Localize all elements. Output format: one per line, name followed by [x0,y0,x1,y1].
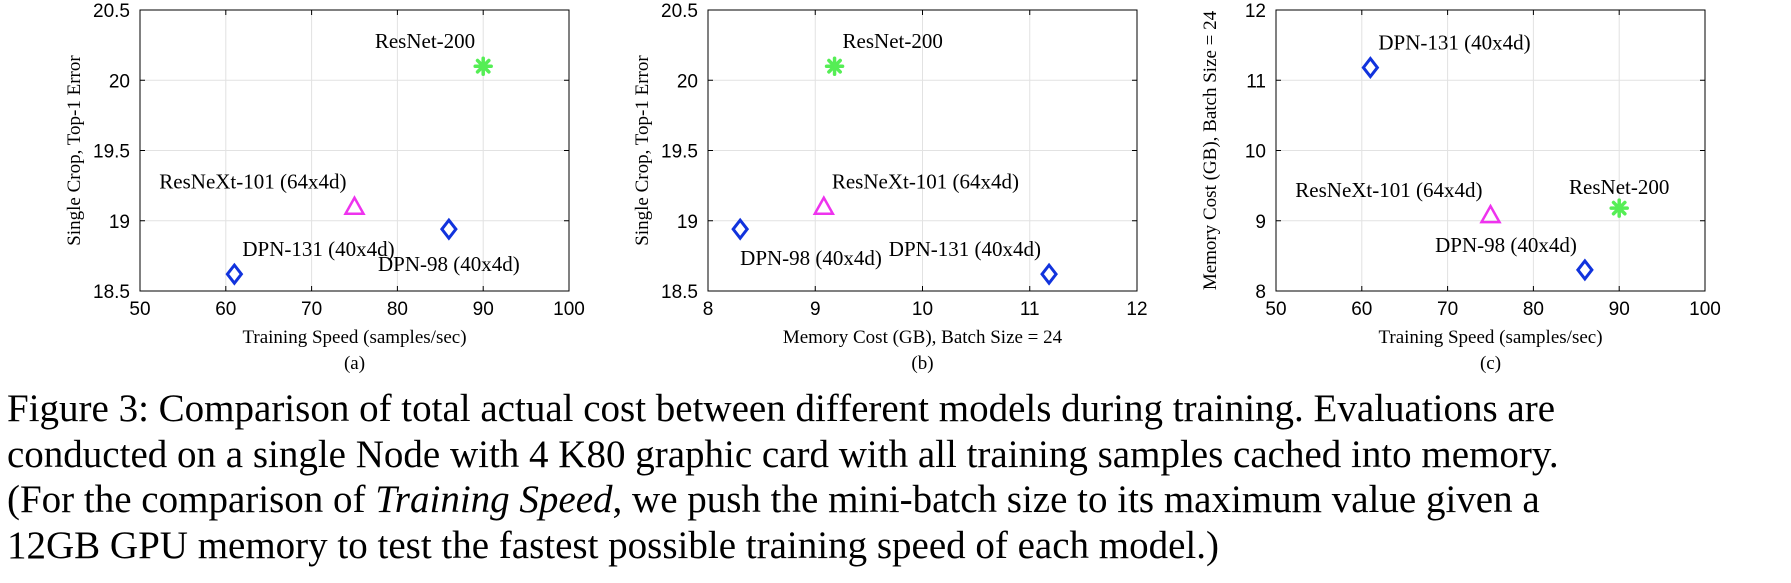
point-dpn-98-40x4d [1575,258,1594,282]
figure-caption: Figure 3: Comparison of total actual cos… [7,386,1791,568]
y-tick-label: 19 [109,212,130,233]
chart-1: 50 60 70 80 90 100 18.5 19 19.5 20 20.5 Training Sp… [64,1,585,374]
point-resnext-101-64x4d [343,195,366,215]
x-tick-label: 12 [1126,299,1147,320]
x-tick-label: 90 [473,299,494,320]
point-label-resnet-200: ResNet-200 [843,29,943,53]
caption-emphasis: Training Speed [375,478,613,521]
caption-line-3: (For the comparison of Training Speed, w… [7,477,1791,523]
caption-line-4: 12GB GPU memory to test the fastest poss… [7,523,1220,567]
point-label-dpn-98-40x4d: DPN-98 (40x4d) [1435,233,1577,257]
x-tick-label: 60 [1351,299,1372,320]
y-tick-label: 18.5 [661,282,698,303]
point-dpn-98-40x4d [731,217,750,241]
y-tick-label: 19.5 [661,142,698,163]
point-dpn-131-40x4d [1361,56,1380,80]
caption-line-1: Figure 3: Comparison of total actual cos… [7,387,1556,430]
x-tick-label: 8 [703,299,714,320]
x-axis-label: Memory Cost (GB), Batch Size = 24 [783,327,1063,348]
point-label-resnet-200: ResNet-200 [375,29,475,53]
y-axis-label: Single Crop, Top-1 Error [64,55,85,246]
x-tick-label: 9 [810,299,821,320]
y-tick-label: 20.5 [93,1,130,22]
point-dpn-131-40x4d [1040,262,1058,286]
x-tick-label: 90 [1609,299,1630,320]
y-tick-label: 20.5 [661,1,698,22]
x-tick-label: 80 [387,299,408,320]
y-axis-label: Memory Cost (GB), Batch Size = 24 [1200,10,1221,290]
subfigure-label: (a) [344,353,365,374]
y-tick-label: 8 [1255,282,1266,303]
subfigure-label: (c) [1480,353,1501,374]
point-label-dpn-131-40x4d: DPN-131 (40x4d) [242,237,394,261]
y-tick-label: 19 [677,212,698,233]
x-axis-label: Training Speed (samples/sec) [1378,327,1602,348]
y-tick-label: 20 [677,71,698,92]
y-tick-label: 10 [1245,142,1266,163]
x-tick-label: 100 [1689,299,1721,320]
chart-3: 50 60 70 80 90 100 8 9 10 11 12 Training Speed (sam… [1200,1,1721,374]
star-center [479,62,487,70]
point-label-dpn-131-40x4d: DPN-131 (40x4d) [1378,31,1530,55]
point-label-resnet-200: ResNet-200 [1569,175,1669,199]
subfigure-label: (b) [911,353,933,374]
y-tick-label: 20 [109,71,130,92]
x-tick-label: 50 [1265,299,1286,320]
caption-line-3-end: , we push the mini-batch size to its max… [612,478,1540,521]
point-resnet-200 [473,56,493,76]
star-center [1615,204,1623,212]
point-label-dpn-98-40x4d: DPN-98 (40x4d) [378,252,520,276]
star-center [831,62,839,70]
point-label-resnext-101-64x4d: ResNeXt-101 (64x4d) [832,170,1019,194]
y-tick-label: 19.5 [93,142,130,163]
caption-line-3-start: (For the comparison of [7,478,376,521]
y-tick-label: 11 [1246,71,1266,92]
x-axis-label: Training Speed (samples/sec) [242,327,466,348]
point-dpn-98-40x4d [439,217,458,241]
x-tick-label: 10 [912,299,933,320]
point-label-dpn-131-40x4d: DPN-131 (40x4d) [889,237,1041,261]
point-label-dpn-98-40x4d: DPN-98 (40x4d) [740,246,882,270]
chart-2: 8 9 10 11 12 18.5 19 19.5 20 20.5 Memory Cost (GB)… [632,1,1148,374]
y-tick-label: 9 [1255,212,1266,233]
x-tick-label: 11 [1020,299,1040,320]
point-label-resnext-101-64x4d: ResNeXt-101 (64x4d) [159,170,346,194]
x-tick-label: 70 [301,299,322,320]
y-tick-label: 12 [1245,1,1266,22]
point-label-resnext-101-64x4d: ResNeXt-101 (64x4d) [1295,178,1482,202]
point-resnet-200 [1609,198,1629,218]
y-axis-label: Single Crop, Top-1 Error [632,55,653,246]
x-tick-label: 60 [215,299,236,320]
x-tick-label: 70 [1437,299,1458,320]
y-tick-label: 18.5 [93,282,130,303]
x-tick-label: 100 [553,299,585,320]
caption-line-2: conducted on a single Node with 4 K80 gr… [7,432,1559,476]
point-resnext-101-64x4d [1479,203,1502,224]
point-resnet-200 [824,56,845,76]
point-resnext-101-64x4d [812,195,835,215]
point-dpn-131-40x4d [225,262,244,286]
figure-charts: 50 60 70 80 90 100 18.5 19 19.5 20 20.5 Training Sp… [64,1,1721,374]
x-tick-label: 50 [129,299,150,320]
x-tick-label: 80 [1523,299,1544,320]
